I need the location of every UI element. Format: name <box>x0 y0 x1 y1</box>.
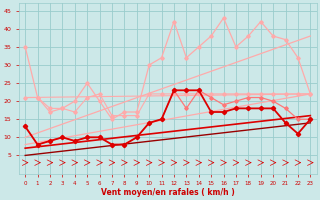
X-axis label: Vent moyen/en rafales ( km/h ): Vent moyen/en rafales ( km/h ) <box>101 188 235 197</box>
